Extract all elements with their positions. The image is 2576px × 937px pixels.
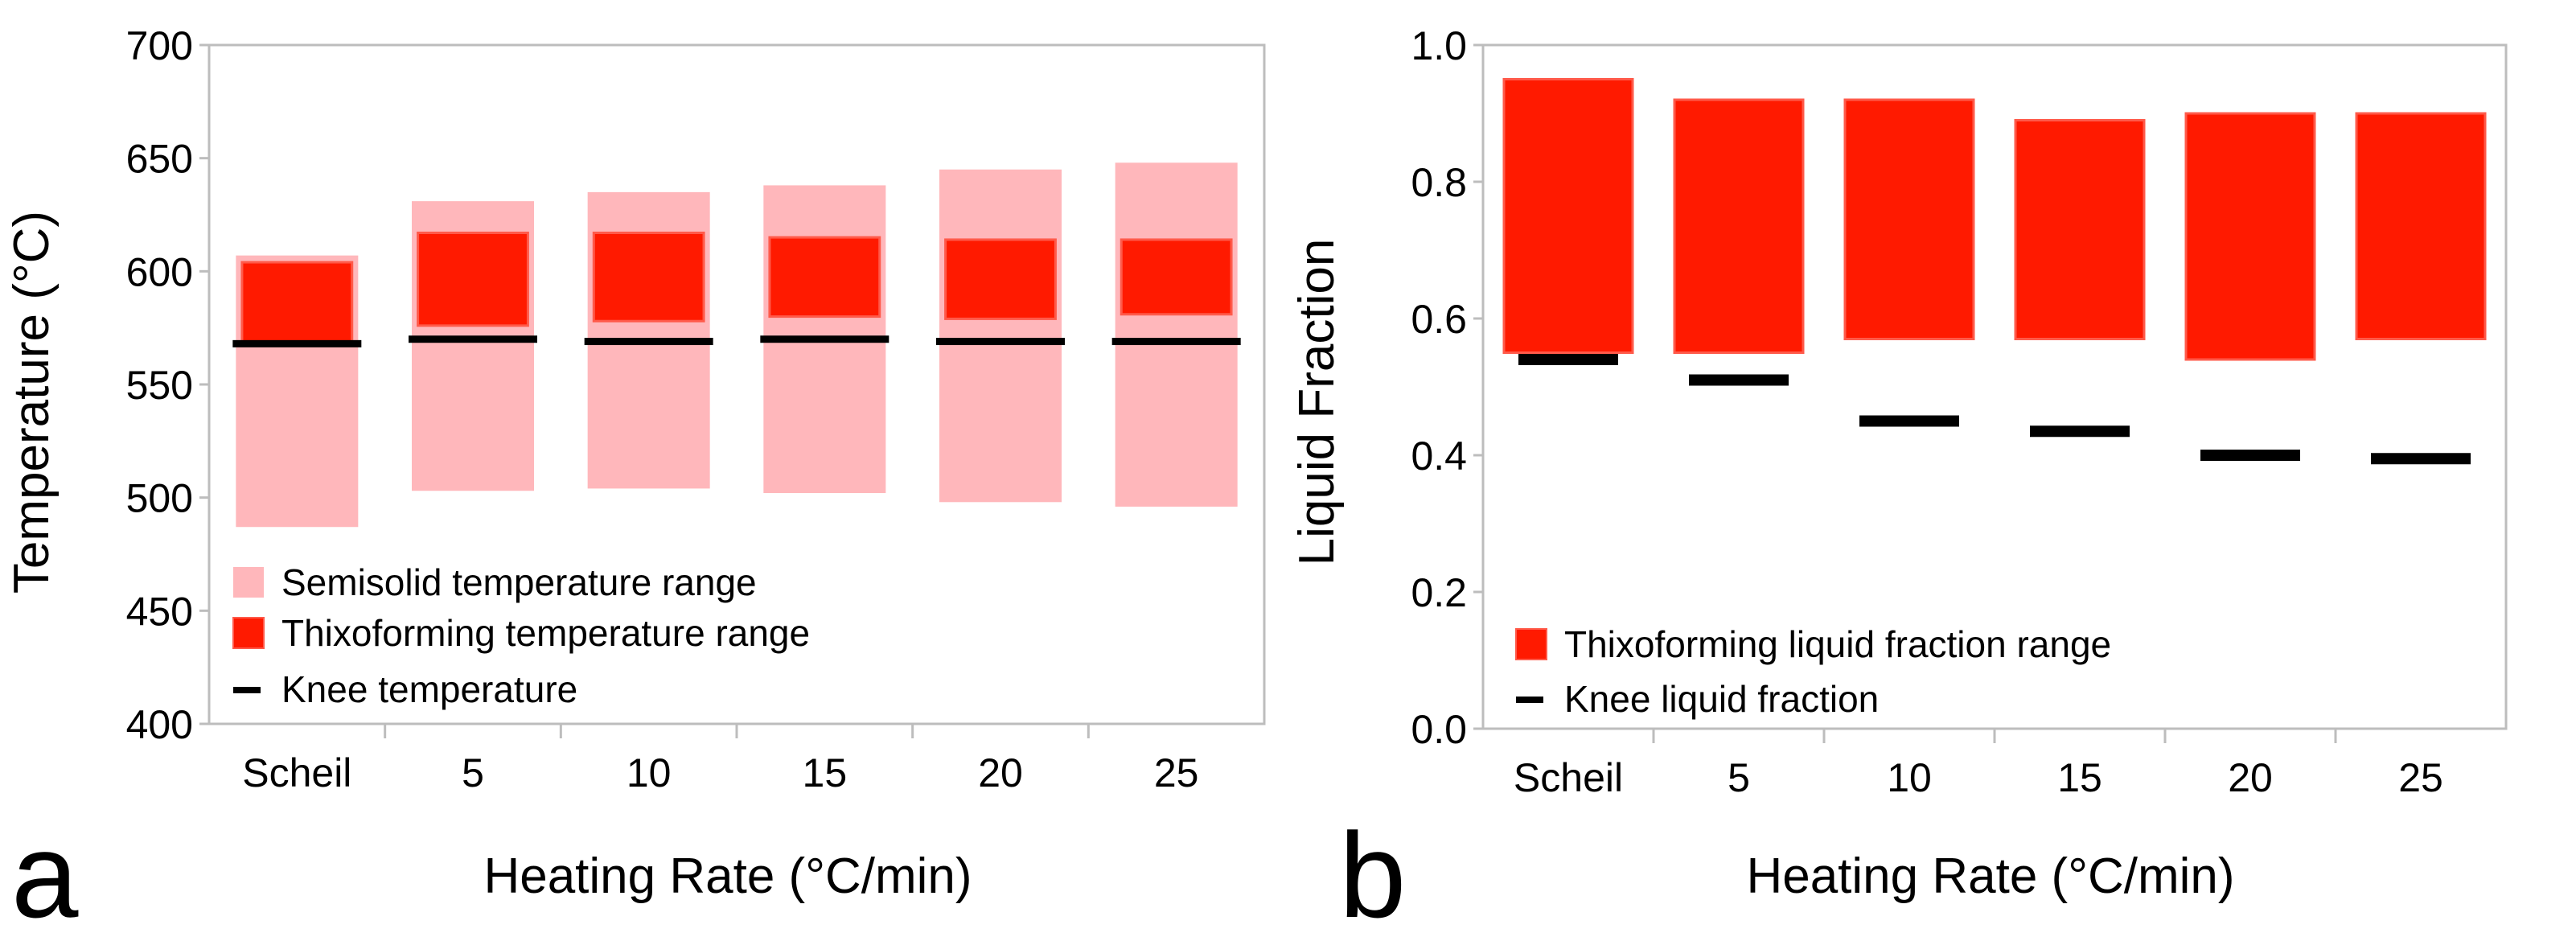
- y-tick-label: 0.0: [1411, 707, 1467, 752]
- y-tick-label: 600: [126, 249, 193, 294]
- bar-semisolid-temperature-range-25: [1115, 162, 1238, 507]
- panel-a-temperature-chart: Temperature (°C) Heating Rate (°C/min) a…: [4, 23, 1266, 937]
- panel-a-y-ticks: 400 450 500 550 600 650 700: [126, 23, 209, 747]
- dash-knee-temperature-5: [409, 335, 537, 343]
- bar-thixoforming-liquid-fraction-range-15: [2014, 119, 2146, 340]
- panel-b-x-axis-title: Heating Rate (°C/min): [1746, 849, 2234, 904]
- x-tick-label-25: 25: [1154, 750, 1199, 795]
- bar-semisolid-temperature-range-20: [939, 169, 1062, 503]
- panel-b-legend: Thixoforming liquid fraction range Knee …: [1515, 623, 2111, 720]
- x-tick-label-scheil: Scheil: [1514, 755, 1623, 800]
- panel-b-liquid-fraction-chart: Liquid Fraction Heating Rate (°C/min) b …: [1289, 23, 2508, 937]
- dash-knee-liquid-fraction-20: [2200, 450, 2300, 461]
- panel-b-plot-frame: [1481, 43, 2508, 730]
- x-tick-label-15: 15: [803, 750, 848, 795]
- y-tick-label: 500: [126, 476, 193, 521]
- x-tick-label-10: 10: [1887, 755, 1932, 800]
- dash-knee-liquid-fraction-5: [1689, 374, 1789, 386]
- legend-label-thixoforming-temperature: Thixoforming temperature range: [281, 612, 810, 654]
- dash-knee-temperature-10: [584, 338, 713, 346]
- y-tick-label: 400: [126, 702, 193, 747]
- y-tick-label: 0.2: [1411, 570, 1467, 615]
- bar-thixoforming-liquid-fraction-range-20: [2184, 112, 2316, 361]
- bar-thixoforming-liquid-fraction-range-10: [1843, 98, 1975, 340]
- bar-thixoforming-liquid-fraction-range-scheil: [1502, 78, 1634, 354]
- panel-b-marks: [1502, 78, 2487, 465]
- legend-label-thixoforming-liquid-fraction: Thixoforming liquid fraction range: [1564, 623, 2111, 665]
- panel-b-y-axis-title: Liquid Fraction: [1289, 239, 1345, 566]
- bar-thixoforming-temperature-range-20: [944, 238, 1057, 320]
- dash-knee-liquid-fraction-scheil: [1518, 354, 1618, 365]
- panel-a-x-ticks: Scheil 5 10 15 20 25: [242, 724, 1198, 795]
- legend-swatch-semisolid: [233, 567, 264, 598]
- panel-b-letter: b: [1339, 808, 1406, 937]
- x-tick-label-20: 20: [2228, 755, 2273, 800]
- panel-a-marks: [232, 162, 1241, 528]
- bar-thixoforming-temperature-range-25: [1120, 238, 1233, 316]
- panel-a-plot-frame: [207, 43, 1266, 725]
- dash-knee-temperature-20: [936, 338, 1065, 346]
- legend-label-knee-temperature: Knee temperature: [281, 668, 577, 710]
- y-tick-label: 0.6: [1411, 297, 1467, 342]
- legend-dash-knee-liquid-fraction: [1516, 697, 1543, 703]
- bar-thixoforming-temperature-range-scheil: [240, 261, 354, 345]
- dash-knee-liquid-fraction-25: [2371, 453, 2471, 465]
- legend-label-knee-liquid-fraction: Knee liquid fraction: [1564, 678, 1879, 720]
- bar-thixoforming-temperature-range-5: [417, 232, 529, 327]
- dash-knee-temperature-15: [760, 335, 889, 343]
- bar-thixoforming-temperature-range-10: [592, 232, 705, 323]
- dash-knee-temperature-scheil: [232, 339, 362, 347]
- x-tick-label-scheil: Scheil: [242, 750, 351, 795]
- legend-dash-knee-temperature: [233, 687, 261, 693]
- bar-thixoforming-temperature-range-15: [768, 236, 881, 318]
- y-tick-label: 1.0: [1411, 23, 1467, 68]
- dash-knee-temperature-25: [1111, 338, 1241, 346]
- y-tick-label: 0.8: [1411, 160, 1467, 205]
- y-tick-label: 650: [126, 137, 193, 182]
- panel-b-x-ticks: Scheil 5 10 15 20 25: [1514, 729, 2443, 800]
- x-tick-label-10: 10: [627, 750, 672, 795]
- y-tick-label: 0.4: [1411, 434, 1467, 479]
- x-tick-label-25: 25: [2398, 755, 2443, 800]
- legend-swatch-thixoforming-liquid-fraction: [1515, 628, 1547, 660]
- bar-thixoforming-liquid-fraction-range-25: [2355, 112, 2487, 340]
- dash-knee-liquid-fraction-10: [1859, 415, 1959, 427]
- y-tick-label: 550: [126, 363, 193, 408]
- y-tick-label: 450: [126, 589, 193, 634]
- y-tick-label: 700: [126, 23, 193, 68]
- panel-a-legend: Semisolid temperature range Thixoforming…: [232, 561, 810, 710]
- dash-knee-liquid-fraction-15: [2030, 425, 2130, 438]
- bar-thixoforming-liquid-fraction-range-5: [1673, 98, 1805, 354]
- x-tick-label-5: 5: [462, 750, 484, 795]
- x-tick-label-5: 5: [1728, 755, 1750, 800]
- panel-a-y-axis-title: Temperature (°C): [4, 211, 60, 594]
- panel-b-y-ticks: 0.0 0.2 0.4 0.6 0.8 1.0: [1411, 23, 1483, 752]
- x-tick-label-20: 20: [978, 750, 1023, 795]
- legend-label-semisolid: Semisolid temperature range: [281, 561, 757, 603]
- panel-a-x-axis-title: Heating Rate (°C/min): [483, 849, 972, 904]
- legend-swatch-thixoforming-temperature: [232, 617, 265, 649]
- panel-a-letter: a: [11, 808, 79, 937]
- x-tick-label-15: 15: [2057, 755, 2102, 800]
